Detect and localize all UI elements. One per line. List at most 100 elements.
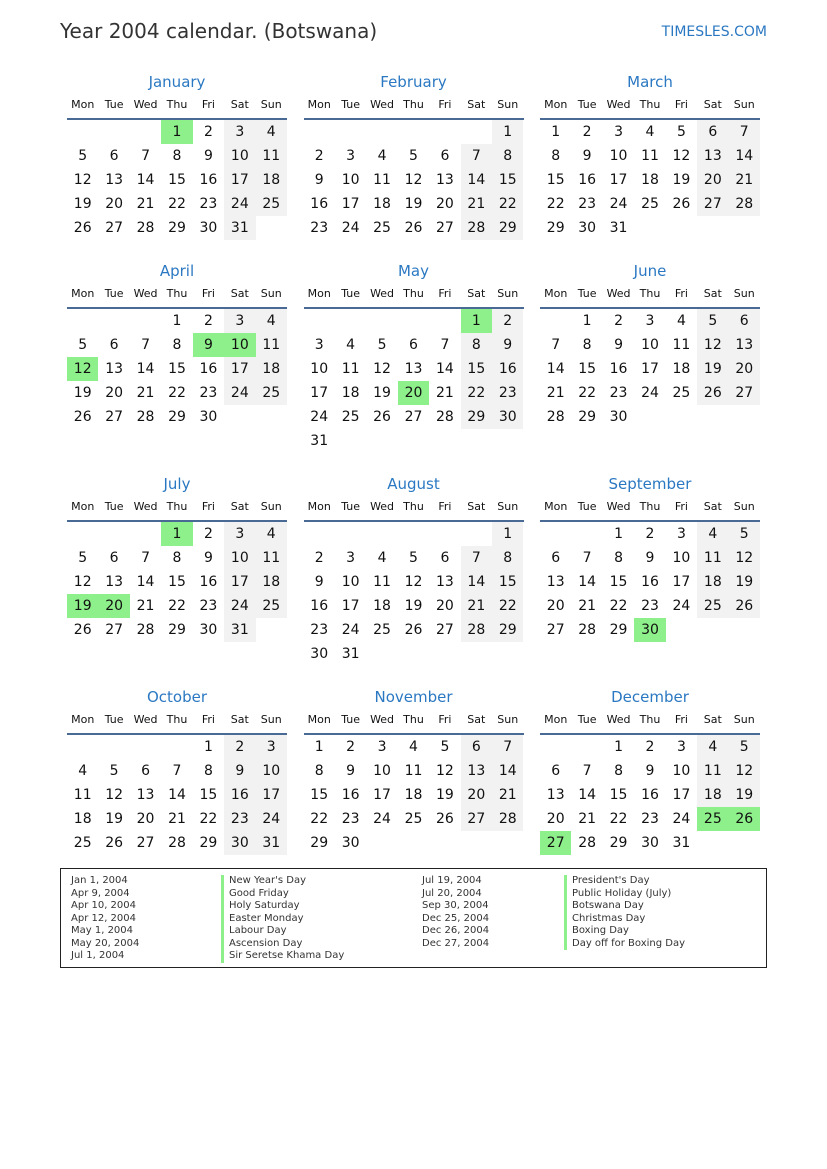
day-cell[interactable]: 30: [199, 409, 218, 425]
day-cell[interactable]: 6: [440, 550, 450, 566]
day-cell[interactable]: 22: [492, 594, 524, 618]
holiday-day-cell[interactable]: 12: [67, 357, 99, 381]
day-cell[interactable]: 15: [168, 172, 186, 188]
day-cell[interactable]: 15: [492, 570, 524, 594]
day-cell[interactable]: 20: [105, 385, 124, 401]
day-cell[interactable]: 3: [645, 313, 655, 329]
day-cell[interactable]: 29: [460, 405, 493, 429]
day-cell[interactable]: 23: [341, 811, 360, 827]
day-cell[interactable]: 6: [141, 763, 151, 779]
day-cell[interactable]: 7: [551, 337, 561, 353]
day-cell[interactable]: 4: [697, 522, 729, 546]
day-cell[interactable]: 23: [641, 811, 659, 827]
day-cell[interactable]: 19: [697, 357, 729, 381]
day-cell[interactable]: 5: [377, 337, 387, 353]
day-cell[interactable]: 28: [546, 409, 565, 425]
day-cell[interactable]: 12: [404, 574, 423, 590]
day-cell[interactable]: 25: [73, 835, 92, 851]
day-cell[interactable]: 3: [314, 337, 324, 353]
day-cell[interactable]: 11: [255, 546, 287, 570]
holiday-day-cell[interactable]: 19: [67, 594, 99, 618]
day-cell[interactable]: 17: [255, 783, 287, 807]
day-cell[interactable]: 11: [404, 763, 423, 779]
day-cell[interactable]: 3: [346, 148, 356, 164]
day-cell[interactable]: 6: [109, 337, 119, 353]
day-cell[interactable]: 10: [224, 144, 256, 168]
day-cell[interactable]: 21: [435, 385, 454, 401]
day-cell[interactable]: 13: [546, 787, 565, 803]
day-cell[interactable]: 12: [73, 574, 92, 590]
day-cell[interactable]: 1: [582, 313, 592, 329]
day-cell[interactable]: 7: [141, 148, 151, 164]
day-cell[interactable]: 31: [255, 831, 287, 855]
day-cell[interactable]: 6: [109, 148, 119, 164]
day-cell[interactable]: 6: [409, 337, 418, 353]
day-cell[interactable]: 20: [697, 168, 729, 192]
holiday-day-cell[interactable]: 25: [697, 807, 729, 831]
day-cell[interactable]: 29: [492, 618, 524, 642]
day-cell[interactable]: 29: [168, 220, 186, 236]
day-cell[interactable]: 4: [377, 148, 387, 164]
day-cell[interactable]: 10: [341, 574, 360, 590]
day-cell[interactable]: 21: [168, 811, 186, 827]
day-cell[interactable]: 21: [136, 598, 155, 614]
day-cell[interactable]: 21: [728, 168, 760, 192]
day-cell[interactable]: 24: [609, 196, 628, 212]
day-cell[interactable]: 24: [672, 598, 691, 614]
holiday-day-cell[interactable]: 1: [161, 522, 193, 546]
day-cell[interactable]: 8: [314, 763, 324, 779]
day-cell[interactable]: 1: [551, 124, 561, 140]
day-cell[interactable]: 8: [492, 546, 524, 570]
day-cell[interactable]: 22: [609, 811, 628, 827]
day-cell[interactable]: 10: [310, 361, 329, 377]
day-cell[interactable]: 2: [582, 124, 592, 140]
day-cell[interactable]: 18: [255, 168, 287, 192]
day-cell[interactable]: 18: [373, 196, 391, 212]
day-cell[interactable]: 7: [172, 763, 182, 779]
day-cell[interactable]: 31: [310, 433, 329, 449]
day-cell[interactable]: 17: [672, 574, 691, 590]
day-cell[interactable]: 5: [78, 550, 88, 566]
day-cell[interactable]: 21: [460, 594, 493, 618]
day-cell[interactable]: 5: [78, 148, 88, 164]
day-cell[interactable]: 12: [728, 546, 760, 570]
day-cell[interactable]: 21: [136, 196, 155, 212]
brand-link[interactable]: TIMESLES.COM: [661, 24, 767, 40]
day-cell[interactable]: 9: [645, 763, 655, 779]
day-cell[interactable]: 26: [73, 220, 92, 236]
day-cell[interactable]: 24: [341, 220, 360, 236]
day-cell[interactable]: 26: [435, 811, 454, 827]
day-cell[interactable]: 11: [373, 574, 391, 590]
day-cell[interactable]: 8: [492, 144, 524, 168]
day-cell[interactable]: 24: [672, 811, 691, 827]
day-cell[interactable]: 2: [492, 309, 524, 333]
day-cell[interactable]: 16: [310, 196, 329, 212]
day-cell[interactable]: 3: [224, 120, 256, 144]
day-cell[interactable]: 1: [614, 526, 624, 542]
day-cell[interactable]: 9: [203, 148, 213, 164]
day-cell[interactable]: 27: [546, 622, 565, 638]
day-cell[interactable]: 26: [105, 835, 124, 851]
day-cell[interactable]: 8: [172, 148, 182, 164]
day-cell[interactable]: 19: [728, 570, 760, 594]
day-cell[interactable]: 9: [582, 148, 592, 164]
day-cell[interactable]: 27: [435, 622, 454, 638]
day-cell[interactable]: 23: [492, 381, 524, 405]
day-cell[interactable]: 28: [460, 216, 493, 240]
day-cell[interactable]: 30: [310, 646, 329, 662]
day-cell[interactable]: 9: [492, 333, 524, 357]
day-cell[interactable]: 25: [373, 220, 391, 236]
day-cell[interactable]: 28: [168, 835, 186, 851]
day-cell[interactable]: 6: [440, 148, 450, 164]
day-cell[interactable]: 28: [136, 622, 155, 638]
day-cell[interactable]: 2: [645, 526, 655, 542]
day-cell[interactable]: 15: [578, 361, 597, 377]
day-cell[interactable]: 27: [136, 835, 155, 851]
day-cell[interactable]: 10: [609, 148, 628, 164]
day-cell[interactable]: 19: [672, 172, 691, 188]
day-cell[interactable]: 23: [578, 196, 597, 212]
day-cell[interactable]: 29: [199, 835, 218, 851]
day-cell[interactable]: 26: [373, 409, 391, 425]
day-cell[interactable]: 14: [728, 144, 760, 168]
day-cell[interactable]: 13: [460, 759, 493, 783]
